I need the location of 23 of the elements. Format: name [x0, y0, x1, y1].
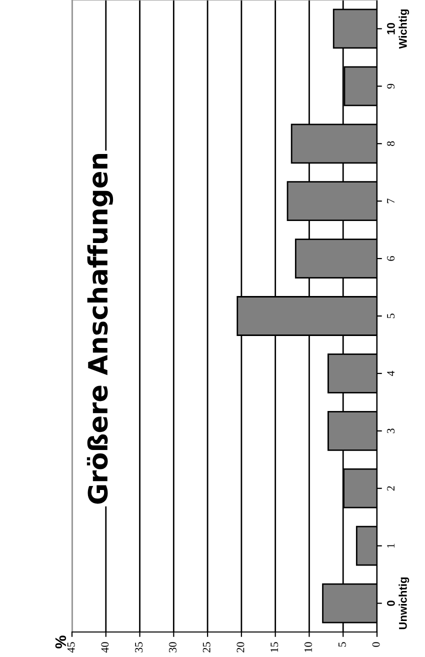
x-tick-label: 30 [168, 642, 176, 652]
x-tick-label: 25 [202, 642, 210, 652]
y-tick-label: 1 [387, 544, 394, 548]
x-tick-label: 20 [236, 642, 244, 652]
y-tick-label: 2 [387, 486, 394, 491]
y-tick-label: 0 Unwichtig [387, 577, 410, 630]
x-tick-label: 0 [372, 642, 380, 647]
x-tick-label: 40 [101, 642, 109, 653]
x-tick-label: 5 [338, 642, 346, 647]
y-tick-label: 9 [387, 84, 395, 89]
text: Größere Anschaffungen [86, 154, 114, 504]
y-tick-label: 10 Wichtig [387, 9, 410, 49]
y-tick-label: 5 [387, 314, 395, 318]
text: % [55, 636, 66, 648]
y-tick-label: 8 [387, 141, 395, 146]
x-tick-label: 15 [270, 642, 278, 652]
y-tick-label: 4 [387, 370, 394, 376]
y-tick-label: 7 [387, 198, 394, 204]
x-tick-label: 10 [304, 642, 312, 652]
x-tick-label: 35 [135, 642, 143, 652]
y-tick-label: 6 [387, 256, 395, 261]
y-tick-label: 3 [387, 428, 395, 434]
x-tick-label: 45 [67, 642, 75, 653]
